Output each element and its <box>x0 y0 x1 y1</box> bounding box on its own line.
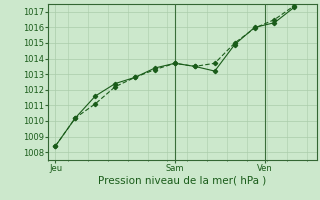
X-axis label: Pression niveau de la mer( hPa ): Pression niveau de la mer( hPa ) <box>98 176 267 186</box>
